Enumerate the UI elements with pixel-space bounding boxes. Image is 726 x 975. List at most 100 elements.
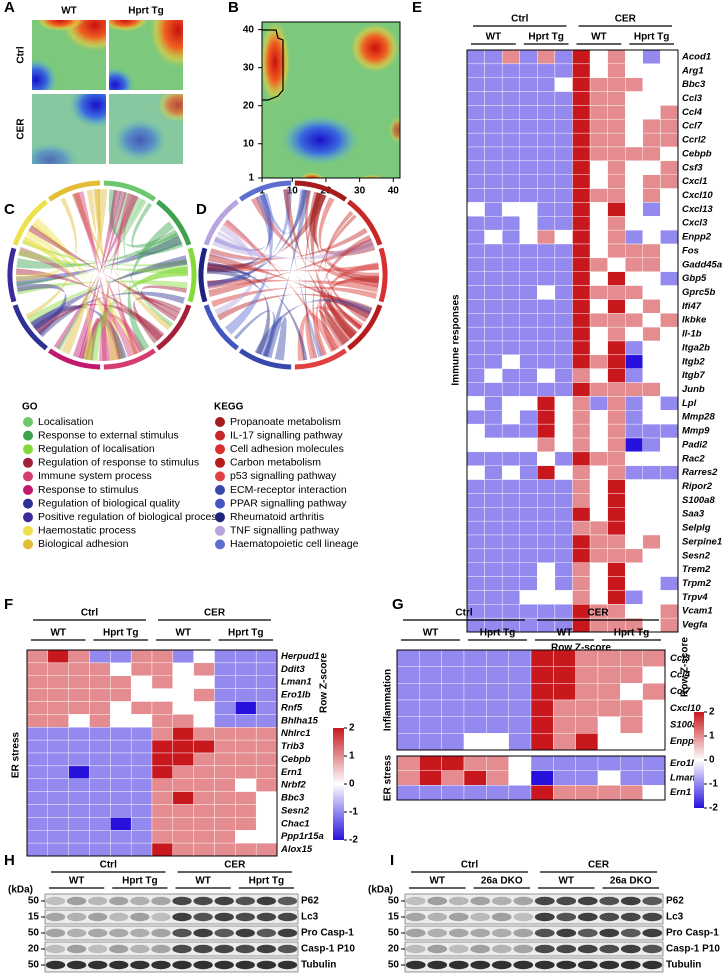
heatmap-cell xyxy=(572,119,591,134)
chord-ribbon xyxy=(209,219,257,261)
heatmap-cell xyxy=(519,382,538,397)
heatmap-cell xyxy=(501,562,520,577)
heatmap-cell xyxy=(110,649,132,664)
heatmap-cell xyxy=(554,119,573,134)
heatmap-cell xyxy=(572,534,591,550)
heatmap-cell xyxy=(537,313,556,328)
heatmap-cell xyxy=(441,666,465,684)
heatmap-cell xyxy=(255,830,278,844)
heatmap-cell xyxy=(519,119,538,134)
heatmap-cell xyxy=(607,174,626,189)
heatmap-cell xyxy=(463,785,487,801)
heatmap-cell xyxy=(642,285,661,300)
gene-label: Enpp2 xyxy=(670,736,700,747)
heatmap-cell xyxy=(519,340,538,356)
legend-dot xyxy=(23,539,33,550)
heatmap-cell xyxy=(625,77,644,92)
chord-ribbon xyxy=(315,275,379,356)
heatmap-cell xyxy=(484,77,503,92)
heatmap-cell xyxy=(554,216,573,231)
heatmap-cell xyxy=(554,410,573,425)
group-label: CER xyxy=(588,860,610,871)
heatmap-cell xyxy=(89,752,111,767)
heatmap-cell xyxy=(589,271,608,286)
heatmap-cell xyxy=(660,49,679,65)
heatmap-cell xyxy=(463,649,487,667)
heatmap-cell xyxy=(466,91,485,106)
heatmap-cell xyxy=(554,493,573,508)
chord-ribbon xyxy=(211,286,378,308)
heatmap-cell xyxy=(501,188,520,203)
heatmap-cell xyxy=(589,119,608,134)
heatmap-cell xyxy=(130,688,153,702)
colorbar-title: Row Z-score xyxy=(319,653,330,713)
chord-arc xyxy=(47,180,101,202)
heatmap-cell xyxy=(419,785,442,801)
heatmap-cell xyxy=(642,299,661,314)
colorbar-tick-label: 2 xyxy=(349,723,355,734)
blot-band xyxy=(620,896,641,906)
chord-ribbon xyxy=(208,238,374,297)
heatmap-cell xyxy=(660,520,679,536)
heatmap-cell xyxy=(554,423,573,439)
heatmap-cell xyxy=(519,174,538,189)
heatmap-cell xyxy=(172,804,194,818)
heatmap-cell xyxy=(554,604,573,619)
heatmap-cell xyxy=(47,817,69,831)
heatmap-cell xyxy=(508,649,532,667)
blot-band xyxy=(448,928,469,938)
heatmap-cell xyxy=(554,548,573,563)
heatmap-cell xyxy=(554,354,573,369)
group-label: Ctrl xyxy=(461,860,478,871)
heatmap-cell xyxy=(589,410,608,425)
heatmap-cell xyxy=(537,285,556,300)
heatmap-cell xyxy=(572,243,591,259)
heatmap-cell xyxy=(642,354,661,369)
heatmap-cell xyxy=(463,666,487,684)
colorbar-tick-label: 0 xyxy=(349,779,355,790)
gene-label: Nhlrc1 xyxy=(281,728,311,739)
heatmap-cell xyxy=(589,285,608,300)
heatmap-cell xyxy=(26,662,49,676)
chord-ribbon xyxy=(22,235,93,361)
heatmap-cell xyxy=(572,216,591,231)
chord-ribbon xyxy=(207,192,327,273)
heatmap-cell xyxy=(396,649,420,667)
colorbar-tick-label: -1 xyxy=(349,807,358,818)
heatmap-cell xyxy=(193,752,215,767)
heatmap-cell xyxy=(214,778,236,792)
heatmap-cell xyxy=(193,662,215,676)
heatmap-cell xyxy=(537,548,556,563)
heatmap-cell xyxy=(501,520,520,536)
heatmap-cell xyxy=(607,160,626,175)
heatmap-cell xyxy=(484,368,503,383)
gene-label: Sesn2 xyxy=(281,805,310,816)
heatmap-cell xyxy=(151,714,174,728)
legend-label: Positive regulation of biological proces… xyxy=(38,511,222,523)
kda-label: 50 xyxy=(388,960,400,971)
heatmap-cell xyxy=(537,119,556,134)
heatmap-cell xyxy=(47,765,69,779)
heatmap-cell xyxy=(625,216,644,231)
heatmap-cell xyxy=(235,765,257,779)
heatmap-cell xyxy=(486,683,509,701)
heatmap-cell xyxy=(235,791,257,805)
chord-ribbon xyxy=(312,214,357,357)
legend-title: KEGG xyxy=(214,402,244,413)
chord-ribbon xyxy=(16,283,67,336)
heatmap-cell xyxy=(575,785,599,801)
heatmap-cell xyxy=(466,160,485,175)
gene-label: Bhlha15 xyxy=(281,715,319,726)
subgroup-label: WT xyxy=(558,876,574,887)
chord-ribbon xyxy=(309,191,376,256)
heatmap-cell xyxy=(466,590,485,605)
heatmap-cell xyxy=(642,410,661,425)
heatmap-cell xyxy=(110,714,132,728)
heatmap-cell xyxy=(642,396,661,411)
gene-label: Mmp28 xyxy=(682,412,715,423)
heatmap-cell xyxy=(484,243,503,259)
heatmap-cell xyxy=(607,340,626,356)
gene-label: Ccl4 xyxy=(682,107,703,118)
chord-ribbon xyxy=(207,267,270,356)
colorbar-tick-label: -2 xyxy=(349,835,358,846)
